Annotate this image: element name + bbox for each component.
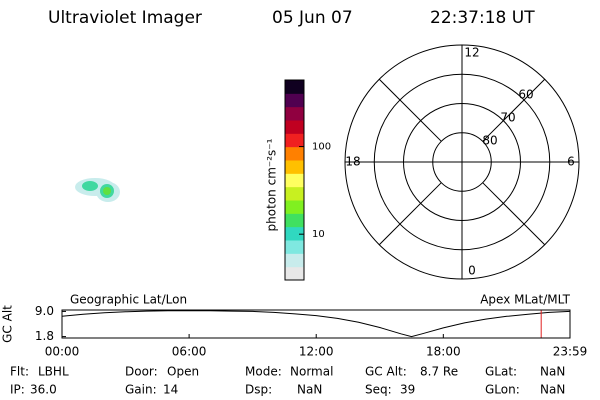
status-value: LBHL (38, 365, 69, 379)
colorbar-tick-label: 100 (312, 142, 331, 153)
colorbar-band (285, 106, 304, 121)
altitude-line (61, 310, 571, 338)
polar-lat-label: 70 (500, 110, 515, 124)
x-tick-label: 12:00 (299, 345, 334, 359)
uv-image (75, 178, 120, 202)
status-label: Mode: (245, 365, 282, 379)
plot-title-left: Geographic Lat/Lon (70, 293, 187, 307)
colorbar-tick-label: 10 (312, 229, 325, 240)
status-label: Seq: (365, 383, 392, 397)
status-value: Normal (290, 365, 333, 379)
colorbar-band (285, 200, 304, 214)
status-label: IP: (10, 383, 25, 397)
aurora-core (82, 181, 98, 191)
status-label: GC Alt: (365, 365, 407, 379)
plot-title-right: Apex MLat/MLT (480, 293, 570, 307)
polar-mlt-label: 18 (345, 155, 360, 169)
colorbar-band (285, 160, 304, 174)
status-value: NaN (297, 383, 322, 397)
status-value: 36.0 (30, 383, 57, 397)
colorbar-band (285, 253, 304, 268)
x-tick-label: 06:00 (172, 345, 207, 359)
colorbar-band (285, 266, 304, 281)
colorbar-band (285, 146, 304, 161)
colorbar-band (285, 133, 304, 148)
status-value: NaN (540, 365, 565, 379)
colorbar-band (285, 93, 304, 108)
colorbar-band (285, 186, 304, 201)
y-axis-label: GC Alt (1, 305, 15, 343)
status-label: Gain: (125, 383, 157, 397)
colorbar-band (285, 80, 304, 94)
status-label: GLon: (485, 383, 520, 397)
polar-mlt-label: 12 (464, 46, 479, 60)
aurora-peak (103, 187, 111, 195)
status-label: Flt: (10, 365, 29, 379)
polar-diagonal (378, 182, 442, 246)
time: 22:37:18 UT (430, 8, 535, 28)
x-tick-label: 18:00 (426, 345, 461, 359)
y-tick-label: 9.0 (35, 304, 54, 318)
status-label: Door: (125, 365, 158, 379)
status-value: Open (167, 365, 199, 379)
status-label: Dsp: (245, 383, 272, 397)
plot-frame (61, 309, 571, 339)
colorbar-frame (284, 79, 305, 281)
y-tick-label: 1.8 (35, 329, 54, 343)
status-label: GLat: (485, 365, 517, 379)
polar-lat-label: 80 (482, 133, 497, 147)
x-tick-label: 00:00 (45, 345, 80, 359)
date: 05 Jun 07 (272, 8, 353, 28)
status-value: 8.7 Re (420, 365, 458, 379)
colorbar-band (285, 226, 304, 241)
polar-diagonal (378, 78, 442, 142)
x-tick-label: 23:59 (553, 345, 588, 359)
status-value: NaN (540, 383, 565, 397)
title: Ultraviolet Imager (48, 8, 202, 28)
status-value: 39 (400, 383, 415, 397)
colorbar-band (285, 173, 304, 188)
polar-mlt-label: 6 (567, 155, 575, 169)
polar-diagonal (482, 182, 546, 246)
colorbar-band (285, 120, 304, 134)
status-value: 14 (163, 383, 178, 397)
colorbar-label: photon cm⁻²s⁻¹ (265, 138, 279, 231)
colorbar-band (285, 213, 304, 228)
polar-diagonal (482, 78, 546, 142)
colorbar-band (285, 240, 304, 254)
polar-mlt-label: 0 (468, 264, 476, 278)
polar-lat-label: 60 (518, 87, 533, 101)
